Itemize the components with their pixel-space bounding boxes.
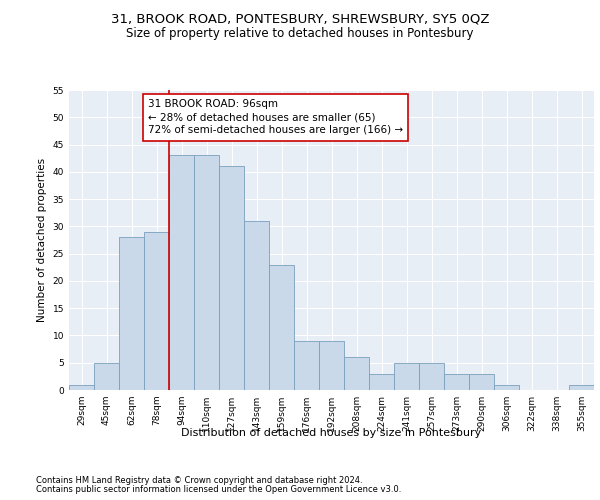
Bar: [194, 156, 219, 390]
Bar: [94, 362, 119, 390]
Bar: [269, 264, 294, 390]
Bar: [394, 362, 419, 390]
Bar: [169, 156, 194, 390]
Y-axis label: Number of detached properties: Number of detached properties: [37, 158, 47, 322]
Bar: [369, 374, 394, 390]
Text: 31 BROOK ROAD: 96sqm
← 28% of detached houses are smaller (65)
72% of semi-detac: 31 BROOK ROAD: 96sqm ← 28% of detached h…: [148, 99, 403, 136]
Text: Contains public sector information licensed under the Open Government Licence v3: Contains public sector information licen…: [36, 485, 401, 494]
Text: Contains HM Land Registry data © Crown copyright and database right 2024.: Contains HM Land Registry data © Crown c…: [36, 476, 362, 485]
Bar: [69, 384, 94, 390]
Bar: [294, 341, 319, 390]
Bar: [119, 238, 144, 390]
Bar: [419, 362, 444, 390]
Text: Distribution of detached houses by size in Pontesbury: Distribution of detached houses by size …: [181, 428, 482, 438]
Bar: [494, 384, 519, 390]
Bar: [444, 374, 469, 390]
Text: Size of property relative to detached houses in Pontesbury: Size of property relative to detached ho…: [126, 28, 474, 40]
Bar: [319, 341, 344, 390]
Bar: [344, 358, 369, 390]
Bar: [244, 221, 269, 390]
Text: 31, BROOK ROAD, PONTESBURY, SHREWSBURY, SY5 0QZ: 31, BROOK ROAD, PONTESBURY, SHREWSBURY, …: [111, 12, 489, 26]
Bar: [569, 384, 594, 390]
Bar: [469, 374, 494, 390]
Bar: [144, 232, 169, 390]
Bar: [219, 166, 244, 390]
